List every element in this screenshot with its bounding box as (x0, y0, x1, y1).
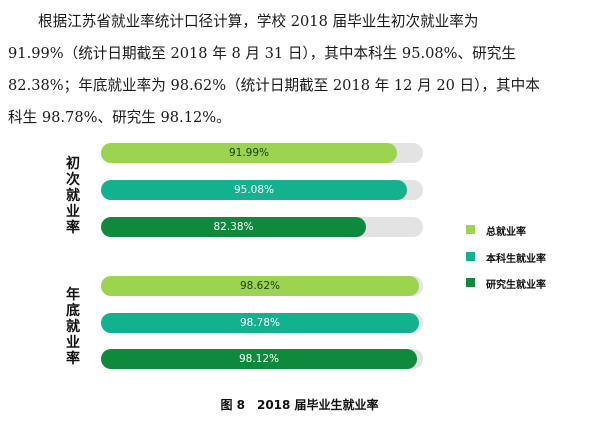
group-label-char: 就 (66, 319, 80, 335)
bar-track: 91.99% (101, 143, 423, 163)
group-label-char: 初 (66, 156, 80, 172)
bar-value-label: 95.08% (233, 184, 275, 196)
bar-track: 95.08% (101, 180, 423, 200)
legend-label: 总就业率 (486, 227, 526, 238)
intro-paragraph: 根据江苏省就业率统计口径计算，学校 2018 届毕业生初次就业率为 91.99%… (8, 6, 592, 134)
legend-label: 研究生就业率 (486, 280, 546, 291)
bar (101, 143, 397, 163)
bar (101, 276, 419, 296)
group-label-char: 率 (66, 351, 80, 367)
group-label-char: 业 (66, 335, 80, 351)
paragraph-line: 91.99%（统计日期截至 2018 年 8 月 31 日），其中本科生 95.… (8, 45, 516, 62)
legend-label: 本科生就业率 (486, 254, 546, 265)
paragraph-line: 82.38%；年底就业率为 98.62%（统计日期截至 2018 年 12 月 … (8, 77, 540, 94)
bar (101, 180, 407, 200)
bar-value-label: 98.62% (239, 280, 281, 292)
bar-track: 98.78% (101, 313, 423, 333)
bar-value-label: 98.12% (238, 353, 280, 365)
bar-track: 82.38% (101, 217, 423, 237)
group-label-char: 业 (66, 204, 80, 220)
legend-swatch (466, 252, 475, 261)
group-label-char: 次 (66, 172, 80, 188)
bar-track: 98.12% (101, 349, 423, 369)
group-label-char: 底 (66, 303, 80, 319)
group-label-char: 就 (66, 188, 80, 204)
bar-value-label: 98.78% (239, 317, 281, 329)
bar (101, 217, 366, 237)
group-label-year-end: 年底就业率 (62, 287, 84, 367)
bar (101, 313, 419, 333)
bar-value-label: 91.99% (228, 147, 270, 159)
group-label-char: 年 (66, 287, 80, 303)
legend-swatch (466, 278, 475, 287)
bar-track: 98.62% (101, 276, 423, 296)
bar (101, 349, 417, 369)
paragraph-line: 科生 98.78%、研究生 98.12%。 (8, 109, 231, 126)
group-label-char: 率 (66, 220, 80, 236)
group-label-initial: 初次就业率 (62, 156, 84, 236)
paragraph-line: 根据江苏省就业率统计口径计算，学校 2018 届毕业生初次就业率为 (38, 13, 479, 30)
bar-value-label: 82.38% (213, 221, 254, 233)
figure-caption: 图 8 2018 届毕业生就业率 (220, 398, 379, 412)
legend-swatch (466, 225, 475, 234)
